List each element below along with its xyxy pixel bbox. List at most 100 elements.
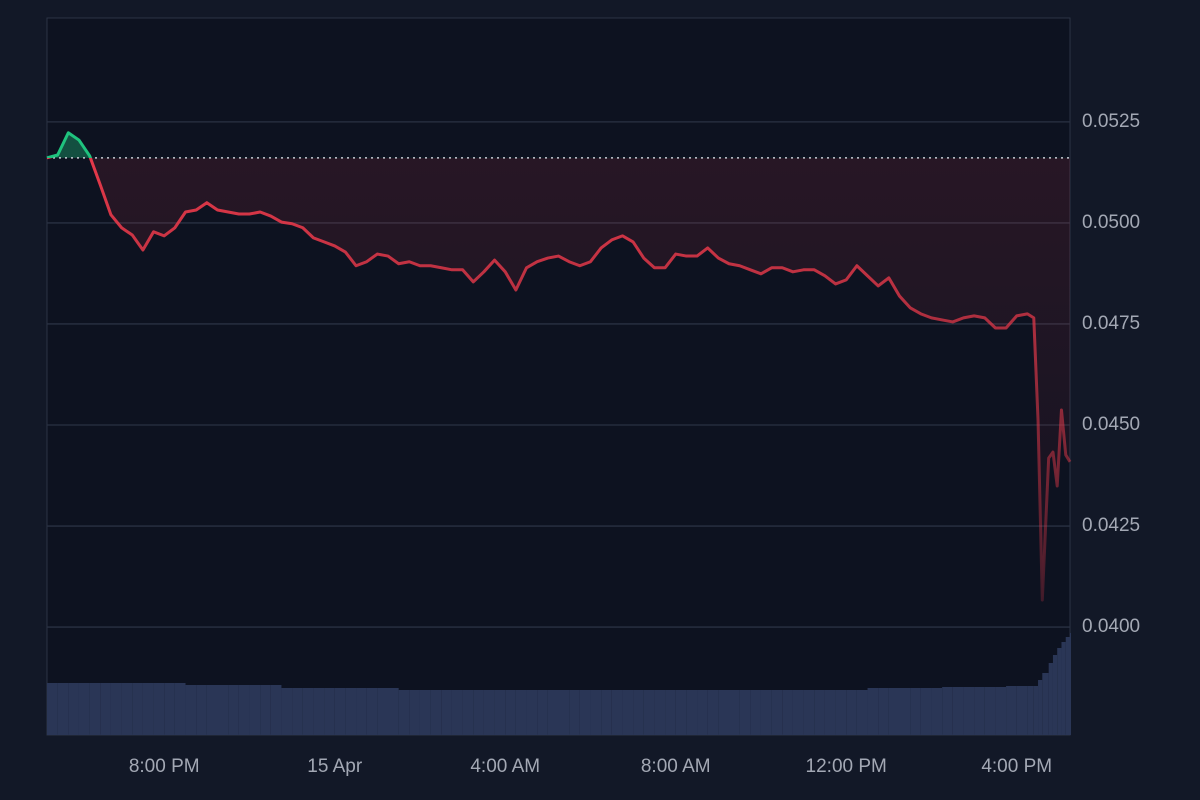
volume-bar xyxy=(590,690,602,735)
volume-bar xyxy=(505,690,516,735)
volume-bar xyxy=(68,683,79,735)
volume-bar xyxy=(867,688,879,735)
volume-bar xyxy=(569,690,580,735)
volume-bar xyxy=(196,685,207,735)
volume-bar xyxy=(132,683,143,735)
volume-bar xyxy=(121,683,133,735)
volume-bar xyxy=(441,690,452,735)
volume-bar xyxy=(910,688,921,735)
volume-bar xyxy=(1052,655,1058,735)
volume-bar xyxy=(110,683,122,735)
volume-bar xyxy=(675,690,687,735)
volume-bar xyxy=(515,690,527,735)
volume-bar xyxy=(356,688,367,735)
volume-bar xyxy=(792,690,804,735)
volume-bar xyxy=(206,685,218,735)
volume-bar xyxy=(377,688,388,735)
volume-bar xyxy=(473,690,484,735)
volume-bar xyxy=(995,687,1007,735)
x-tick-label: 4:00 PM xyxy=(981,756,1052,777)
volume-bar xyxy=(942,687,953,735)
volume-bar xyxy=(611,690,623,735)
volume-bar xyxy=(1006,686,1017,735)
volume-bar xyxy=(185,685,197,735)
volume-bar xyxy=(654,690,666,735)
volume-bar xyxy=(856,690,868,735)
volume-bar xyxy=(1065,637,1070,735)
volume-bar xyxy=(931,688,943,735)
volume-bar xyxy=(963,687,975,735)
volume-bar xyxy=(750,690,761,735)
volume-bar xyxy=(697,690,708,735)
price-line xyxy=(46,131,1072,602)
volume-bar xyxy=(302,688,314,735)
volume-bar xyxy=(1016,686,1028,735)
volume-bar xyxy=(547,690,559,735)
volume-bar xyxy=(814,690,825,735)
volume-bar xyxy=(281,688,293,735)
volume-bar xyxy=(270,685,282,735)
volume-bar xyxy=(238,685,250,735)
volume-bar xyxy=(633,690,644,735)
volume-bar xyxy=(164,683,175,735)
volume-bar xyxy=(174,683,186,735)
plot-area xyxy=(46,17,1071,736)
volume-bar xyxy=(345,688,357,735)
volume-bar xyxy=(899,688,911,735)
volume-bar xyxy=(1048,663,1053,735)
volume-bar xyxy=(366,688,378,735)
volume-bar xyxy=(100,683,111,735)
volume-bar xyxy=(782,690,793,735)
volume-bar xyxy=(622,690,634,735)
volume-bar xyxy=(57,683,69,735)
y-tick-label: 0.0525 xyxy=(1082,111,1140,132)
y-tick-label: 0.0400 xyxy=(1082,616,1140,637)
volume-bar xyxy=(718,690,729,735)
volume-bar xyxy=(142,683,154,735)
volume-bar xyxy=(451,690,463,735)
volume-bar xyxy=(324,688,335,735)
volume-bar xyxy=(974,687,985,735)
volume-bar xyxy=(1061,642,1066,735)
x-tick-label: 4:00 AM xyxy=(470,756,540,777)
volume-bar xyxy=(398,690,410,735)
volume-bar xyxy=(217,685,229,735)
volume-bar xyxy=(984,687,996,735)
volume-bar xyxy=(707,690,719,735)
volume-bar xyxy=(462,690,474,735)
volume-bar xyxy=(409,690,420,735)
volume-bar xyxy=(430,690,442,735)
volume-bar xyxy=(292,688,303,735)
volume-bar xyxy=(686,690,698,735)
volume-bar xyxy=(249,685,261,735)
volume-bar xyxy=(1027,686,1034,735)
y-tick-label: 0.0475 xyxy=(1082,313,1140,334)
volume-bar xyxy=(601,690,612,735)
volume-bar xyxy=(228,685,239,735)
volume-bar xyxy=(260,685,271,735)
volume-bar xyxy=(803,690,815,735)
volume-bar xyxy=(483,690,495,735)
volume-bar xyxy=(739,690,751,735)
volume-bar xyxy=(537,690,548,735)
volume-bar xyxy=(846,690,857,735)
volume-bar xyxy=(47,683,58,735)
volume-bar xyxy=(579,690,591,735)
volume-bar xyxy=(824,690,836,735)
x-tick-label: 12:00 PM xyxy=(806,756,887,777)
volume-bar xyxy=(1033,686,1039,735)
area xyxy=(47,132,1070,601)
y-tick-label: 0.0425 xyxy=(1082,515,1140,536)
volume-bar xyxy=(760,690,772,735)
y-tick-label: 0.0500 xyxy=(1082,212,1140,233)
x-tick-label: 8:00 AM xyxy=(641,756,711,777)
volume-bar xyxy=(771,690,783,735)
volume-bar xyxy=(494,690,506,735)
volume-bar xyxy=(878,688,889,735)
volume-bar xyxy=(89,683,101,735)
y-tick-label: 0.0450 xyxy=(1082,414,1140,435)
volume-bar xyxy=(334,688,346,735)
volume-bar xyxy=(835,690,847,735)
volume-bar xyxy=(1070,633,1071,735)
